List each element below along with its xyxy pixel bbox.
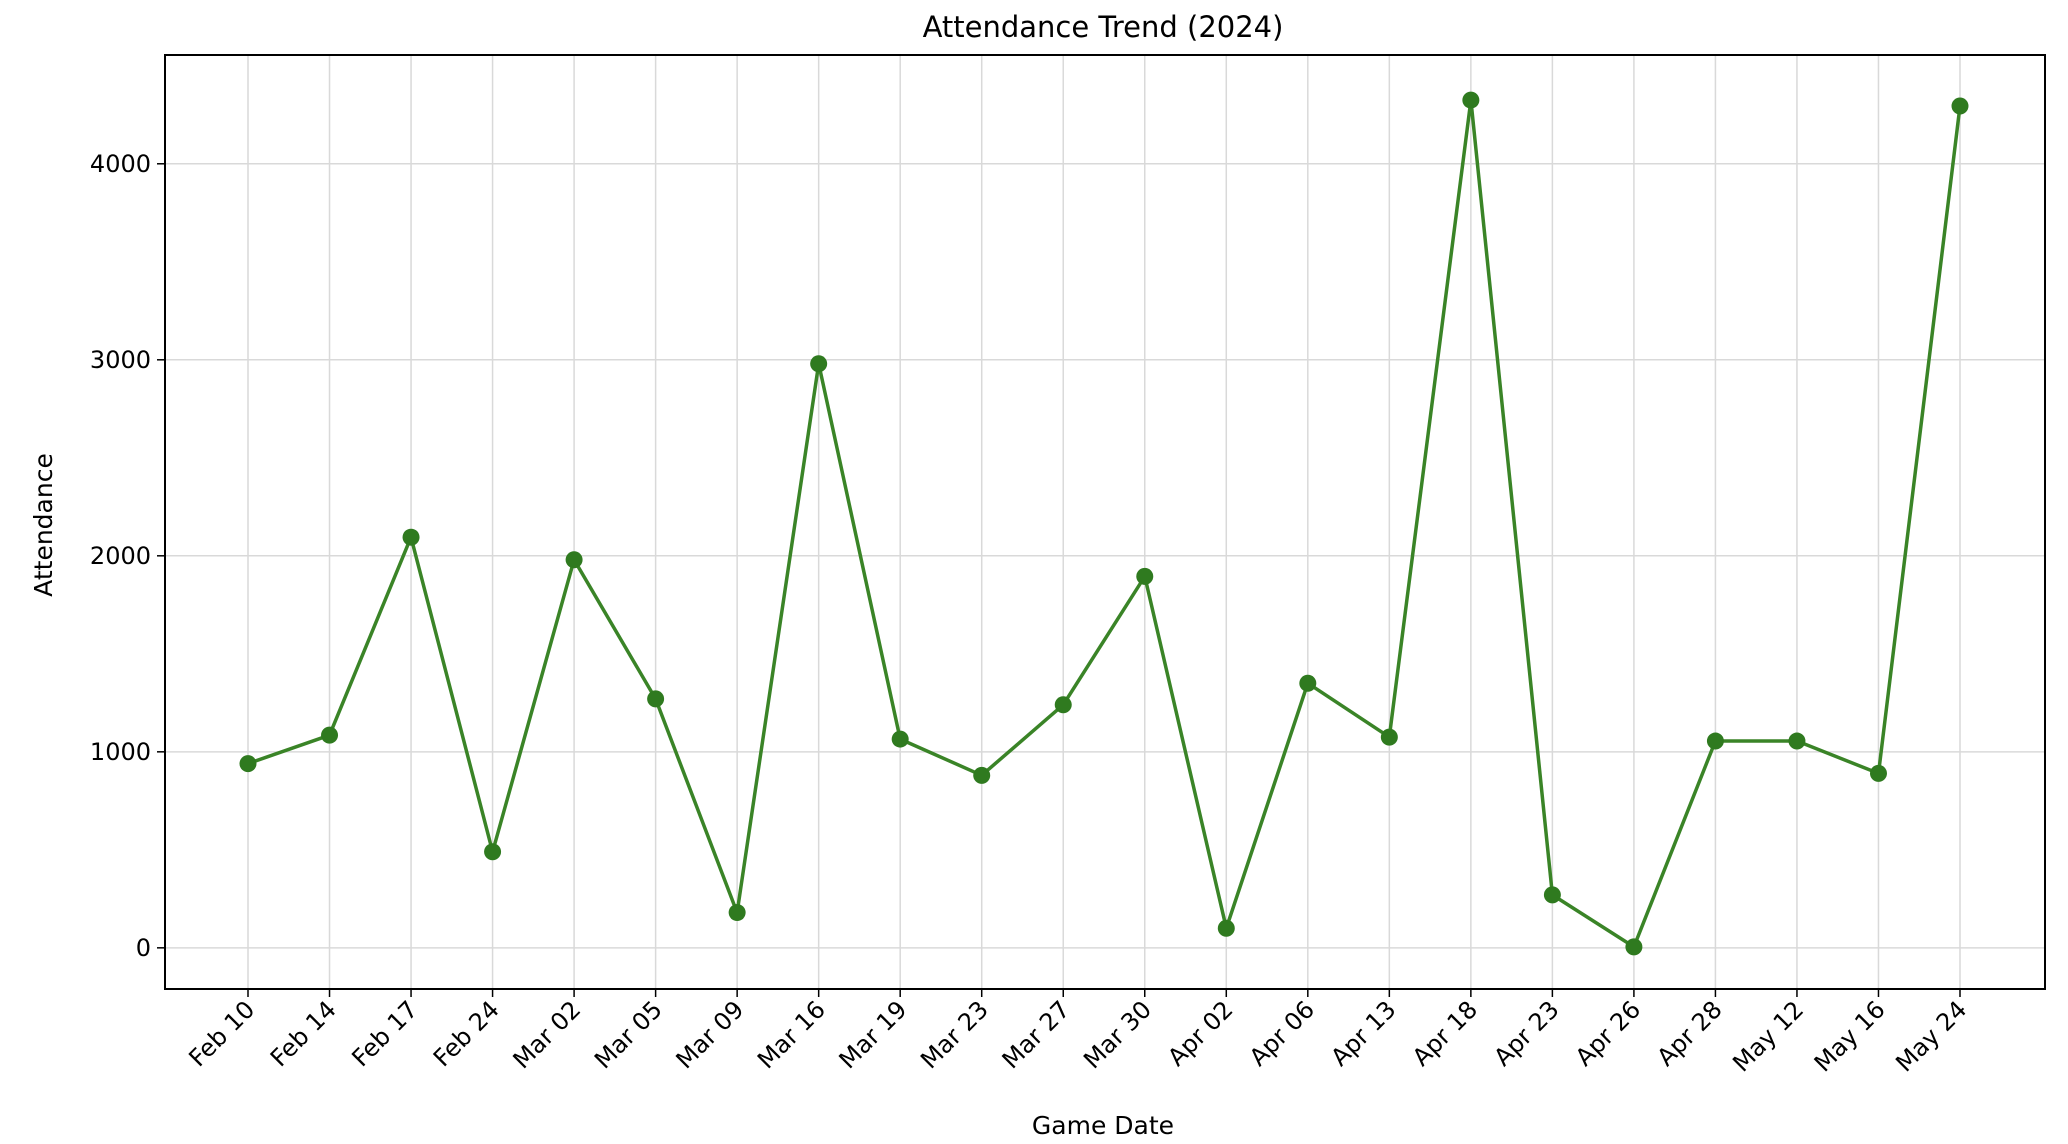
- x-tick-label-5: Mar 05: [589, 995, 668, 1074]
- grid-lines: [165, 55, 2045, 989]
- x-tick-label-19: May 12: [1727, 995, 1809, 1077]
- y-tick-label-1: 1000: [90, 738, 151, 766]
- x-tick-label-1: Feb 14: [265, 995, 342, 1072]
- x-tick-label-16: Apr 23: [1488, 995, 1564, 1071]
- data-point-2: [402, 528, 420, 546]
- data-point-6: [728, 904, 746, 922]
- data-point-1: [321, 726, 339, 744]
- data-point-4: [565, 551, 583, 569]
- y-tick-label-4: 4000: [90, 150, 151, 178]
- x-tick-label-13: Apr 06: [1244, 995, 1320, 1071]
- data-point-12: [1217, 919, 1235, 937]
- x-tick-label-4: Mar 02: [508, 995, 587, 1074]
- x-tick-label-8: Mar 19: [834, 995, 913, 1074]
- series-line-layer: [247, 98, 1962, 949]
- x-tick-label-14: Apr 13: [1325, 995, 1401, 1071]
- chart-title: Attendance Trend (2024): [923, 10, 1284, 44]
- x-tick-label-9: Mar 23: [915, 995, 994, 1074]
- data-point-10: [1054, 696, 1072, 714]
- y-tick-label-3: 3000: [90, 346, 151, 374]
- data-point-13: [1299, 674, 1317, 692]
- data-point-18: [1706, 732, 1724, 750]
- data-point-17: [1625, 938, 1643, 956]
- x-tick-label-0: Feb 10: [183, 995, 260, 1072]
- data-points: [239, 91, 1969, 956]
- x-tick-label-10: Mar 27: [997, 995, 1076, 1074]
- x-tick-label-17: Apr 26: [1570, 995, 1646, 1071]
- x-axis-label: Game Date: [1032, 1111, 1174, 1140]
- data-point-15: [1462, 91, 1480, 109]
- x-tick-label-12: Apr 02: [1162, 995, 1238, 1071]
- data-point-19: [1788, 732, 1806, 750]
- x-tick-label-6: Mar 09: [671, 995, 750, 1074]
- data-point-21: [1951, 97, 1969, 115]
- x-tick-label-11: Mar 30: [1078, 995, 1157, 1074]
- x-axis-ticks: Feb 10 Feb 14 Feb 17 Feb 24 Mar 02 Mar 05 Mar …: [183, 989, 1972, 1077]
- x-tick-label-18: Apr 28: [1652, 995, 1728, 1071]
- y-axis-ticks: 0 1000 2000 3000 4000: [90, 150, 165, 962]
- x-tick-label-21: May 24: [1890, 995, 1972, 1077]
- data-point-8: [891, 730, 909, 748]
- data-point-9: [973, 766, 991, 784]
- x-tick-label-7: Mar 16: [752, 995, 831, 1074]
- data-point-16: [1543, 886, 1561, 904]
- x-tick-label-20: May 16: [1809, 995, 1891, 1077]
- data-point-0: [239, 755, 257, 773]
- y-tick-label-2: 2000: [90, 542, 151, 570]
- data-point-14: [1380, 728, 1398, 746]
- y-axis-label: Attendance: [29, 453, 58, 597]
- x-tick-label-15: Apr 18: [1407, 995, 1483, 1071]
- x-tick-label-2: Feb 17: [346, 995, 423, 1072]
- plot-frame: [164, 54, 2046, 990]
- y-tick-label-0: 0: [136, 934, 151, 962]
- data-point-7: [810, 355, 828, 373]
- data-point-5: [647, 690, 665, 708]
- data-point-3: [484, 843, 502, 861]
- attendance-series-line: [247, 98, 1962, 949]
- data-point-11: [1136, 567, 1154, 585]
- x-tick-label-3: Feb 24: [428, 995, 505, 1072]
- data-point-20: [1869, 764, 1887, 782]
